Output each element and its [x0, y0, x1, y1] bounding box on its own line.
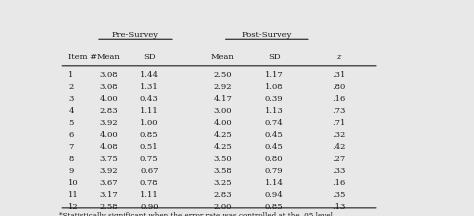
- Text: SD: SD: [268, 52, 281, 60]
- Text: 3.25: 3.25: [213, 179, 232, 187]
- Text: 0.85: 0.85: [265, 203, 283, 211]
- Text: 9: 9: [68, 167, 74, 175]
- Text: 3.58: 3.58: [213, 167, 232, 175]
- Text: z: z: [336, 52, 341, 60]
- Text: Pre-Survey: Pre-Survey: [112, 31, 159, 39]
- Text: 5: 5: [68, 119, 74, 127]
- Text: 2.50: 2.50: [213, 71, 232, 79]
- Text: 4.00: 4.00: [100, 95, 118, 103]
- Text: 0.67: 0.67: [140, 167, 158, 175]
- Text: 4.25: 4.25: [213, 143, 232, 151]
- Text: SD: SD: [143, 52, 155, 60]
- Text: .32: .32: [332, 131, 345, 139]
- Text: .16: .16: [332, 95, 345, 103]
- Text: 1: 1: [68, 71, 74, 79]
- Text: 0.45: 0.45: [265, 143, 283, 151]
- Text: .42: .42: [332, 143, 345, 151]
- Text: 2.83: 2.83: [100, 107, 118, 115]
- Text: 6: 6: [68, 131, 73, 139]
- Text: 2.92: 2.92: [213, 83, 232, 91]
- Text: 4: 4: [68, 107, 74, 115]
- Text: 1.11: 1.11: [140, 107, 159, 115]
- Text: 8: 8: [68, 155, 74, 163]
- Text: .35: .35: [332, 191, 345, 199]
- Text: 1.31: 1.31: [140, 83, 159, 91]
- Text: 4.00: 4.00: [100, 131, 118, 139]
- Text: .27: .27: [332, 155, 345, 163]
- Text: 0.80: 0.80: [265, 155, 283, 163]
- Text: 12: 12: [68, 203, 79, 211]
- Text: 0.75: 0.75: [140, 155, 159, 163]
- Text: 4.08: 4.08: [100, 143, 118, 151]
- Text: 0.43: 0.43: [140, 95, 159, 103]
- Text: 3.08: 3.08: [100, 71, 118, 79]
- Text: .71: .71: [332, 119, 345, 127]
- Text: .73: .73: [332, 107, 345, 115]
- Text: .33: .33: [332, 167, 345, 175]
- Text: .31: .31: [332, 71, 345, 79]
- Text: 1.17: 1.17: [265, 71, 283, 79]
- Text: 3.75: 3.75: [100, 155, 118, 163]
- Text: .16: .16: [332, 179, 345, 187]
- Text: 2.00: 2.00: [213, 203, 232, 211]
- Text: 3.92: 3.92: [100, 119, 118, 127]
- Text: 1.13: 1.13: [265, 107, 283, 115]
- Text: 1.11: 1.11: [140, 191, 159, 199]
- Text: 0.85: 0.85: [140, 131, 159, 139]
- Text: *Statistically significant when the error rate was controlled at the .05 level: *Statistically significant when the erro…: [59, 212, 333, 216]
- Text: 3.92: 3.92: [100, 167, 118, 175]
- Text: 0.78: 0.78: [140, 179, 159, 187]
- Text: Mean: Mean: [97, 52, 121, 60]
- Text: 1.14: 1.14: [264, 179, 283, 187]
- Text: 1.44: 1.44: [140, 71, 159, 79]
- Text: 7: 7: [68, 143, 74, 151]
- Text: 2: 2: [68, 83, 73, 91]
- Text: 4.25: 4.25: [213, 131, 232, 139]
- Text: 3: 3: [68, 95, 74, 103]
- Text: 4.00: 4.00: [213, 119, 232, 127]
- Text: 3.08: 3.08: [100, 83, 118, 91]
- Text: 0.90: 0.90: [140, 203, 158, 211]
- Text: 2.58: 2.58: [100, 203, 118, 211]
- Text: .80: .80: [332, 83, 345, 91]
- Text: 3.17: 3.17: [100, 191, 118, 199]
- Text: 0.45: 0.45: [265, 131, 283, 139]
- Text: 0.74: 0.74: [265, 119, 283, 127]
- Text: 4.17: 4.17: [213, 95, 232, 103]
- Text: Post-Survey: Post-Survey: [242, 31, 292, 39]
- Text: 1.00: 1.00: [140, 119, 158, 127]
- Text: 3.50: 3.50: [213, 155, 232, 163]
- Text: 2.83: 2.83: [213, 191, 232, 199]
- Text: Mean: Mean: [211, 52, 235, 60]
- Text: .13: .13: [332, 203, 345, 211]
- Text: 11: 11: [68, 191, 79, 199]
- Text: 1.08: 1.08: [265, 83, 283, 91]
- Text: 0.79: 0.79: [265, 167, 283, 175]
- Text: Item #: Item #: [68, 52, 98, 60]
- Text: 3.67: 3.67: [100, 179, 118, 187]
- Text: 0.94: 0.94: [265, 191, 283, 199]
- Text: 0.39: 0.39: [265, 95, 283, 103]
- Text: 0.51: 0.51: [140, 143, 159, 151]
- Text: 10: 10: [68, 179, 79, 187]
- Text: 3.00: 3.00: [213, 107, 232, 115]
